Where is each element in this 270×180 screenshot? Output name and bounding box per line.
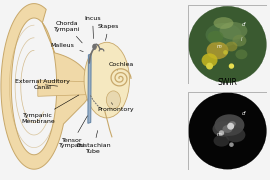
- Text: Tensor
Tympani: Tensor Tympani: [59, 116, 87, 148]
- Ellipse shape: [214, 17, 234, 29]
- Ellipse shape: [207, 42, 228, 59]
- Ellipse shape: [202, 53, 218, 67]
- Ellipse shape: [222, 125, 232, 133]
- Text: SWIR: SWIR: [218, 78, 237, 87]
- Ellipse shape: [214, 135, 230, 147]
- Ellipse shape: [84, 42, 130, 118]
- Text: Cochlea: Cochlea: [108, 62, 134, 70]
- Text: Eustachian
Tube: Eustachian Tube: [76, 130, 111, 154]
- Text: cf: cf: [242, 22, 247, 27]
- Circle shape: [230, 64, 234, 68]
- Circle shape: [228, 123, 234, 129]
- Text: m: m: [217, 44, 222, 49]
- Circle shape: [207, 63, 212, 69]
- Text: m: m: [216, 132, 221, 137]
- Ellipse shape: [205, 23, 241, 46]
- Ellipse shape: [229, 121, 236, 127]
- Circle shape: [230, 143, 233, 146]
- Text: Stapes: Stapes: [98, 24, 119, 40]
- Ellipse shape: [232, 35, 247, 46]
- Text: Tympanic
Membrane: Tympanic Membrane: [21, 95, 79, 124]
- Polygon shape: [88, 54, 91, 123]
- Ellipse shape: [208, 31, 224, 43]
- Ellipse shape: [235, 50, 247, 59]
- Text: cf: cf: [242, 111, 247, 116]
- Text: External Auditory
Canal: External Auditory Canal: [15, 79, 70, 90]
- Ellipse shape: [225, 127, 245, 142]
- Text: Incus: Incus: [84, 15, 101, 39]
- Ellipse shape: [106, 91, 120, 109]
- Ellipse shape: [220, 22, 247, 40]
- Polygon shape: [1, 4, 91, 169]
- Ellipse shape: [225, 42, 237, 51]
- Text: Chorda
Tympani: Chorda Tympani: [54, 21, 82, 43]
- Circle shape: [224, 51, 227, 54]
- Text: Malleus: Malleus: [50, 43, 83, 51]
- Circle shape: [188, 5, 267, 84]
- Polygon shape: [38, 80, 91, 96]
- Circle shape: [220, 131, 224, 135]
- Ellipse shape: [93, 44, 96, 50]
- Circle shape: [188, 92, 267, 170]
- Text: Promontory: Promontory: [97, 103, 134, 112]
- Ellipse shape: [215, 114, 244, 136]
- Text: Visible: Visible: [215, 0, 240, 1]
- Text: l: l: [241, 37, 242, 42]
- Ellipse shape: [212, 121, 234, 137]
